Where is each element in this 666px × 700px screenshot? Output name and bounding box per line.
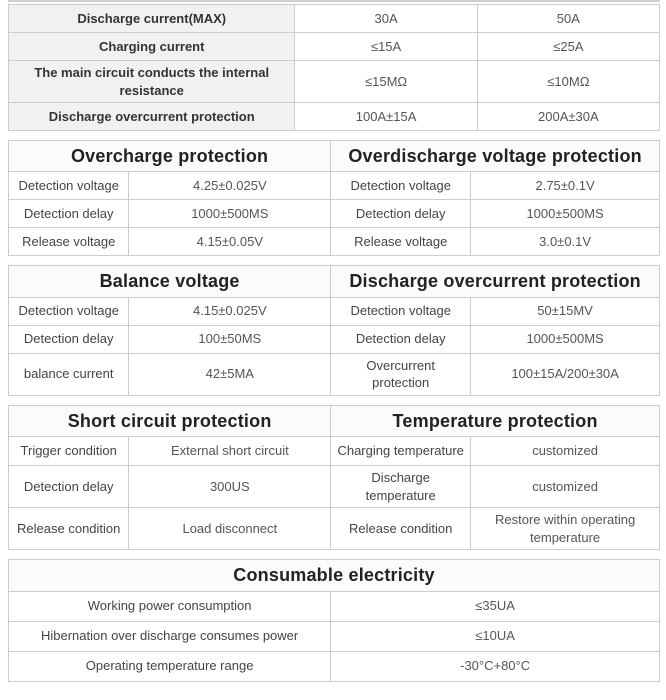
- param-value-cell: 4.15±0.025V: [128, 296, 332, 326]
- spec-label-cell: Discharge current(MAX): [7, 4, 296, 33]
- table-row: Trigger condition External short circuit…: [7, 436, 660, 467]
- param-value-cell: Load disconnect: [128, 507, 332, 551]
- param-label-cell: Detection delay: [7, 199, 130, 229]
- param-value-cell: 300US: [128, 465, 332, 509]
- param-value-cell: 4.25±0.025V: [128, 171, 332, 201]
- table-row: Release condition Load disconnect Releas…: [7, 507, 660, 551]
- param-label-cell: Overcurrent protection: [330, 352, 472, 396]
- param-value-cell: -30°C+80°C: [330, 650, 660, 682]
- table-row: Release voltage 4.15±0.05V Release volta…: [7, 227, 660, 257]
- shortcircuit-temperature-table: Short circuit protection Temperature pro…: [7, 404, 660, 551]
- consumable-electricity-table: Consumable electricity Working power con…: [7, 559, 660, 682]
- param-value-cell: ≤35UA: [330, 590, 660, 622]
- param-value-cell: 2.75±0.1V: [470, 171, 660, 201]
- param-label-cell: Hibernation over discharge consumes powe…: [7, 620, 332, 652]
- section-title: Temperature protection: [330, 404, 660, 438]
- overcharge-overdischarge-table: Overcharge protection Overdischarge volt…: [7, 140, 660, 257]
- section-header-row: Short circuit protection Temperature pro…: [7, 404, 660, 438]
- param-value-cell: 1000±500MS: [470, 199, 660, 229]
- param-value-cell: Restore within operating temperature: [470, 507, 660, 551]
- param-label-cell: Working power consumption: [7, 590, 332, 622]
- param-label-cell: Detection delay: [330, 324, 472, 354]
- spec-value-cell: ≤15A: [294, 32, 478, 61]
- section-title: Consumable electricity: [8, 559, 660, 592]
- param-label-cell: Release voltage: [7, 227, 130, 257]
- section-title: Short circuit protection: [7, 404, 332, 438]
- table-row: Working power consumption ≤35UA: [7, 590, 660, 622]
- param-label-cell: Release condition: [7, 507, 130, 551]
- param-label-cell: Detection voltage: [7, 171, 130, 201]
- section-title: Balance voltage: [7, 265, 332, 298]
- table-row: balance current 42±5MA Overcurrent prote…: [7, 352, 660, 396]
- param-label-cell: Discharge temperature: [330, 465, 472, 509]
- spec-value-cell: ≤10MΩ: [476, 59, 661, 104]
- param-value-cell: 100±15A/200±30A: [470, 352, 660, 396]
- spec-value-cell: ≤25A: [476, 32, 661, 61]
- param-label-cell: Detection voltage: [330, 171, 472, 201]
- table-row: Discharge current(MAX) 30A 50A: [7, 4, 661, 33]
- param-value-cell: 42±5MA: [128, 352, 332, 396]
- spec-value-cell: 200A±30A: [476, 102, 661, 132]
- param-value-cell: 100±50MS: [128, 324, 332, 354]
- param-label-cell: Release condition: [330, 507, 472, 551]
- table-row: The main circuit conducts the internal r…: [7, 59, 661, 104]
- spec-value-cell: ≤15MΩ: [294, 59, 478, 104]
- spec-label-cell: Discharge overcurrent protection: [7, 102, 296, 132]
- param-label-cell: Detection delay: [330, 199, 472, 229]
- cropped-content-edge: [8, 0, 660, 2]
- section-title: Overdischarge voltage protection: [330, 140, 660, 173]
- param-value-cell: External short circuit: [128, 436, 332, 467]
- spec-label-cell: The main circuit conducts the internal r…: [7, 59, 296, 104]
- section-header-row: Overcharge protection Overdischarge volt…: [7, 140, 660, 173]
- param-label-cell: Release voltage: [330, 227, 472, 257]
- table-row: Detection voltage 4.15±0.025V Detection …: [7, 296, 660, 326]
- param-value-cell: 1000±500MS: [470, 324, 660, 354]
- table-row: Detection delay 100±50MS Detection delay…: [7, 324, 660, 354]
- spec-value-cell: 50A: [476, 4, 661, 33]
- table-row: Operating temperature range -30°C+80°C: [7, 650, 660, 682]
- param-label-cell: Detection delay: [7, 324, 130, 354]
- table-row: Detection voltage 4.25±0.025V Detection …: [7, 171, 660, 201]
- param-value-cell: 4.15±0.05V: [128, 227, 332, 257]
- spec-label-cell: Charging current: [7, 32, 296, 61]
- table-row: Detection delay 1000±500MS Detection del…: [7, 199, 660, 229]
- param-value-cell: customized: [470, 465, 660, 509]
- param-label-cell: Charging temperature: [330, 436, 472, 467]
- param-value-cell: 1000±500MS: [128, 199, 332, 229]
- param-label-cell: Detection delay: [7, 465, 130, 509]
- spec-value-cell: 30A: [294, 4, 478, 33]
- table-row: Discharge overcurrent protection 100A±15…: [7, 102, 661, 132]
- param-value-cell: customized: [470, 436, 660, 467]
- table-row: Hibernation over discharge consumes powe…: [7, 620, 660, 652]
- param-label-cell: Trigger condition: [7, 436, 130, 467]
- param-value-cell: ≤10UA: [330, 620, 660, 652]
- section-header-row: Balance voltage Discharge overcurrent pr…: [7, 265, 660, 298]
- table-row: Detection delay 300US Discharge temperat…: [7, 465, 660, 509]
- section-header-row: Consumable electricity: [8, 559, 660, 592]
- current-spec-table: Discharge current(MAX) 30A 50A Charging …: [7, 4, 661, 132]
- param-value-cell: 50±15MV: [470, 296, 660, 326]
- param-label-cell: Detection voltage: [330, 296, 472, 326]
- param-value-cell: 3.0±0.1V: [470, 227, 660, 257]
- section-title: Overcharge protection: [7, 140, 332, 173]
- param-label-cell: Detection voltage: [7, 296, 130, 326]
- param-label-cell: Operating temperature range: [7, 650, 332, 682]
- table-row: Charging current ≤15A ≤25A: [7, 32, 661, 61]
- spec-value-cell: 100A±15A: [294, 102, 478, 132]
- balance-overcurrent-table: Balance voltage Discharge overcurrent pr…: [7, 265, 660, 396]
- section-title: Discharge overcurrent protection: [330, 265, 660, 298]
- param-label-cell: balance current: [7, 352, 130, 396]
